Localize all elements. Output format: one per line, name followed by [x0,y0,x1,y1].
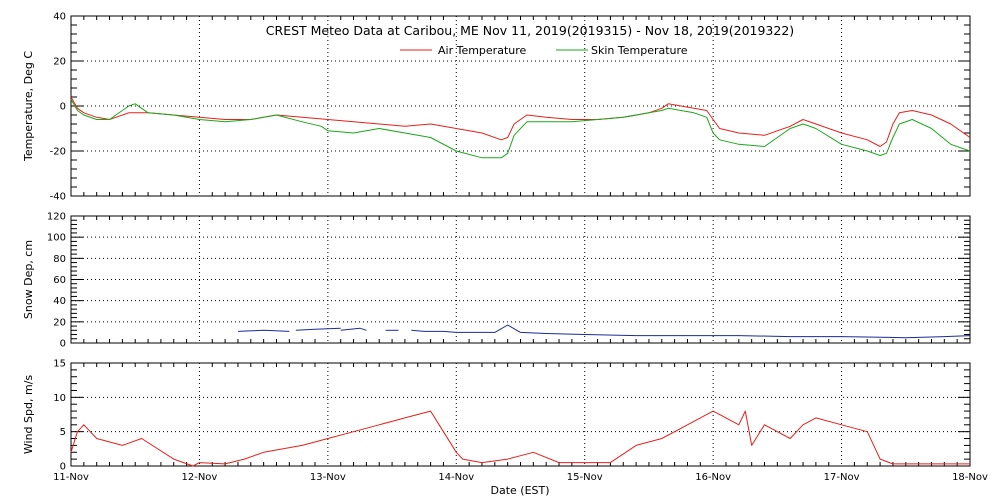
x-axis-title: Date (EST) [490,484,549,497]
snow-depth-series-0-line [237,329,290,332]
x-tick-label: 17-Nov [824,472,860,483]
x-tick-label: 14-Nov [438,472,474,483]
snow-depth-series-0-line [411,329,457,333]
temperature-plot-frame [70,15,971,197]
snow-depth-y-tick-label: 60 [53,275,66,286]
x-tick-label: 18-Nov [952,472,988,483]
wind-speed-y-axis-title: Wind Spd, m/s [22,375,35,455]
temperature-y-axis-title: Temperature, Deg C [22,51,35,162]
x-tick-label: 11-Nov [53,472,89,483]
temperature-y-tick-label: 0 [60,102,66,113]
x-tick-label: 13-Nov [310,472,346,483]
snow-depth-y-tick-label: 0 [60,339,66,350]
temperature-y-tick-label: -20 [50,147,66,158]
snow-depth-y-axis-title: Snow Dep, cm [22,240,35,319]
snow-depth-y-tick-label: 40 [53,296,66,307]
x-tick-label: 12-Nov [181,472,217,483]
wind-speed-y-tick-label: 10 [53,393,66,404]
chart-title: CREST Meteo Data at Caribou, ME Nov 11, … [266,23,794,38]
temperature-y-tick-label: 20 [53,57,66,68]
wind-speed-y-tick-label: 15 [53,359,66,370]
temperature-y-tick-label: 40 [53,12,66,23]
legend: Air Temperature Skin Temperature [400,44,688,57]
snow-depth-series-0-line [456,324,675,337]
wind-speed-plot-frame [70,362,971,467]
temperature-panel: -40 -20 0 20 40 Temperature, Deg C [22,12,971,203]
temperature-y-tick-label: -40 [50,192,66,203]
wind-speed-panel: 0 5 10 15 Wind Spd, m/s 11-Nov 12-Nov 13-Nov 14-… [22,359,988,484]
snow-depth-panel: 0 20 40 60 80 100 120 Snow Dep, cm [22,212,971,350]
temperature-series-0-line [70,96,971,147]
x-tick-label: 15-Nov [567,472,603,483]
temperature-series-1-line [70,99,971,159]
legend-air-label: Air Temperature [438,44,527,57]
wind-speed-y-tick-label: 0 [60,462,66,473]
snow-depth-y-tick-label: 80 [53,254,66,265]
snow-depth-y-tick-label: 100 [47,233,66,244]
snow-depth-y-tick-label: 20 [53,317,66,328]
snow-depth-series-0-line [295,327,341,331]
snow-depth-series-0-line [340,327,367,331]
wind-speed-y-tick-label: 5 [60,427,66,438]
snow-depth-series-0-line [674,335,971,339]
snow-depth-plot-frame [70,215,971,344]
x-tick-label: 16-Nov [695,472,731,483]
legend-skin-label: Skin Temperature [591,44,688,57]
snow-depth-y-tick-label: 120 [47,212,66,223]
wind-speed-series-0-line [70,410,970,467]
